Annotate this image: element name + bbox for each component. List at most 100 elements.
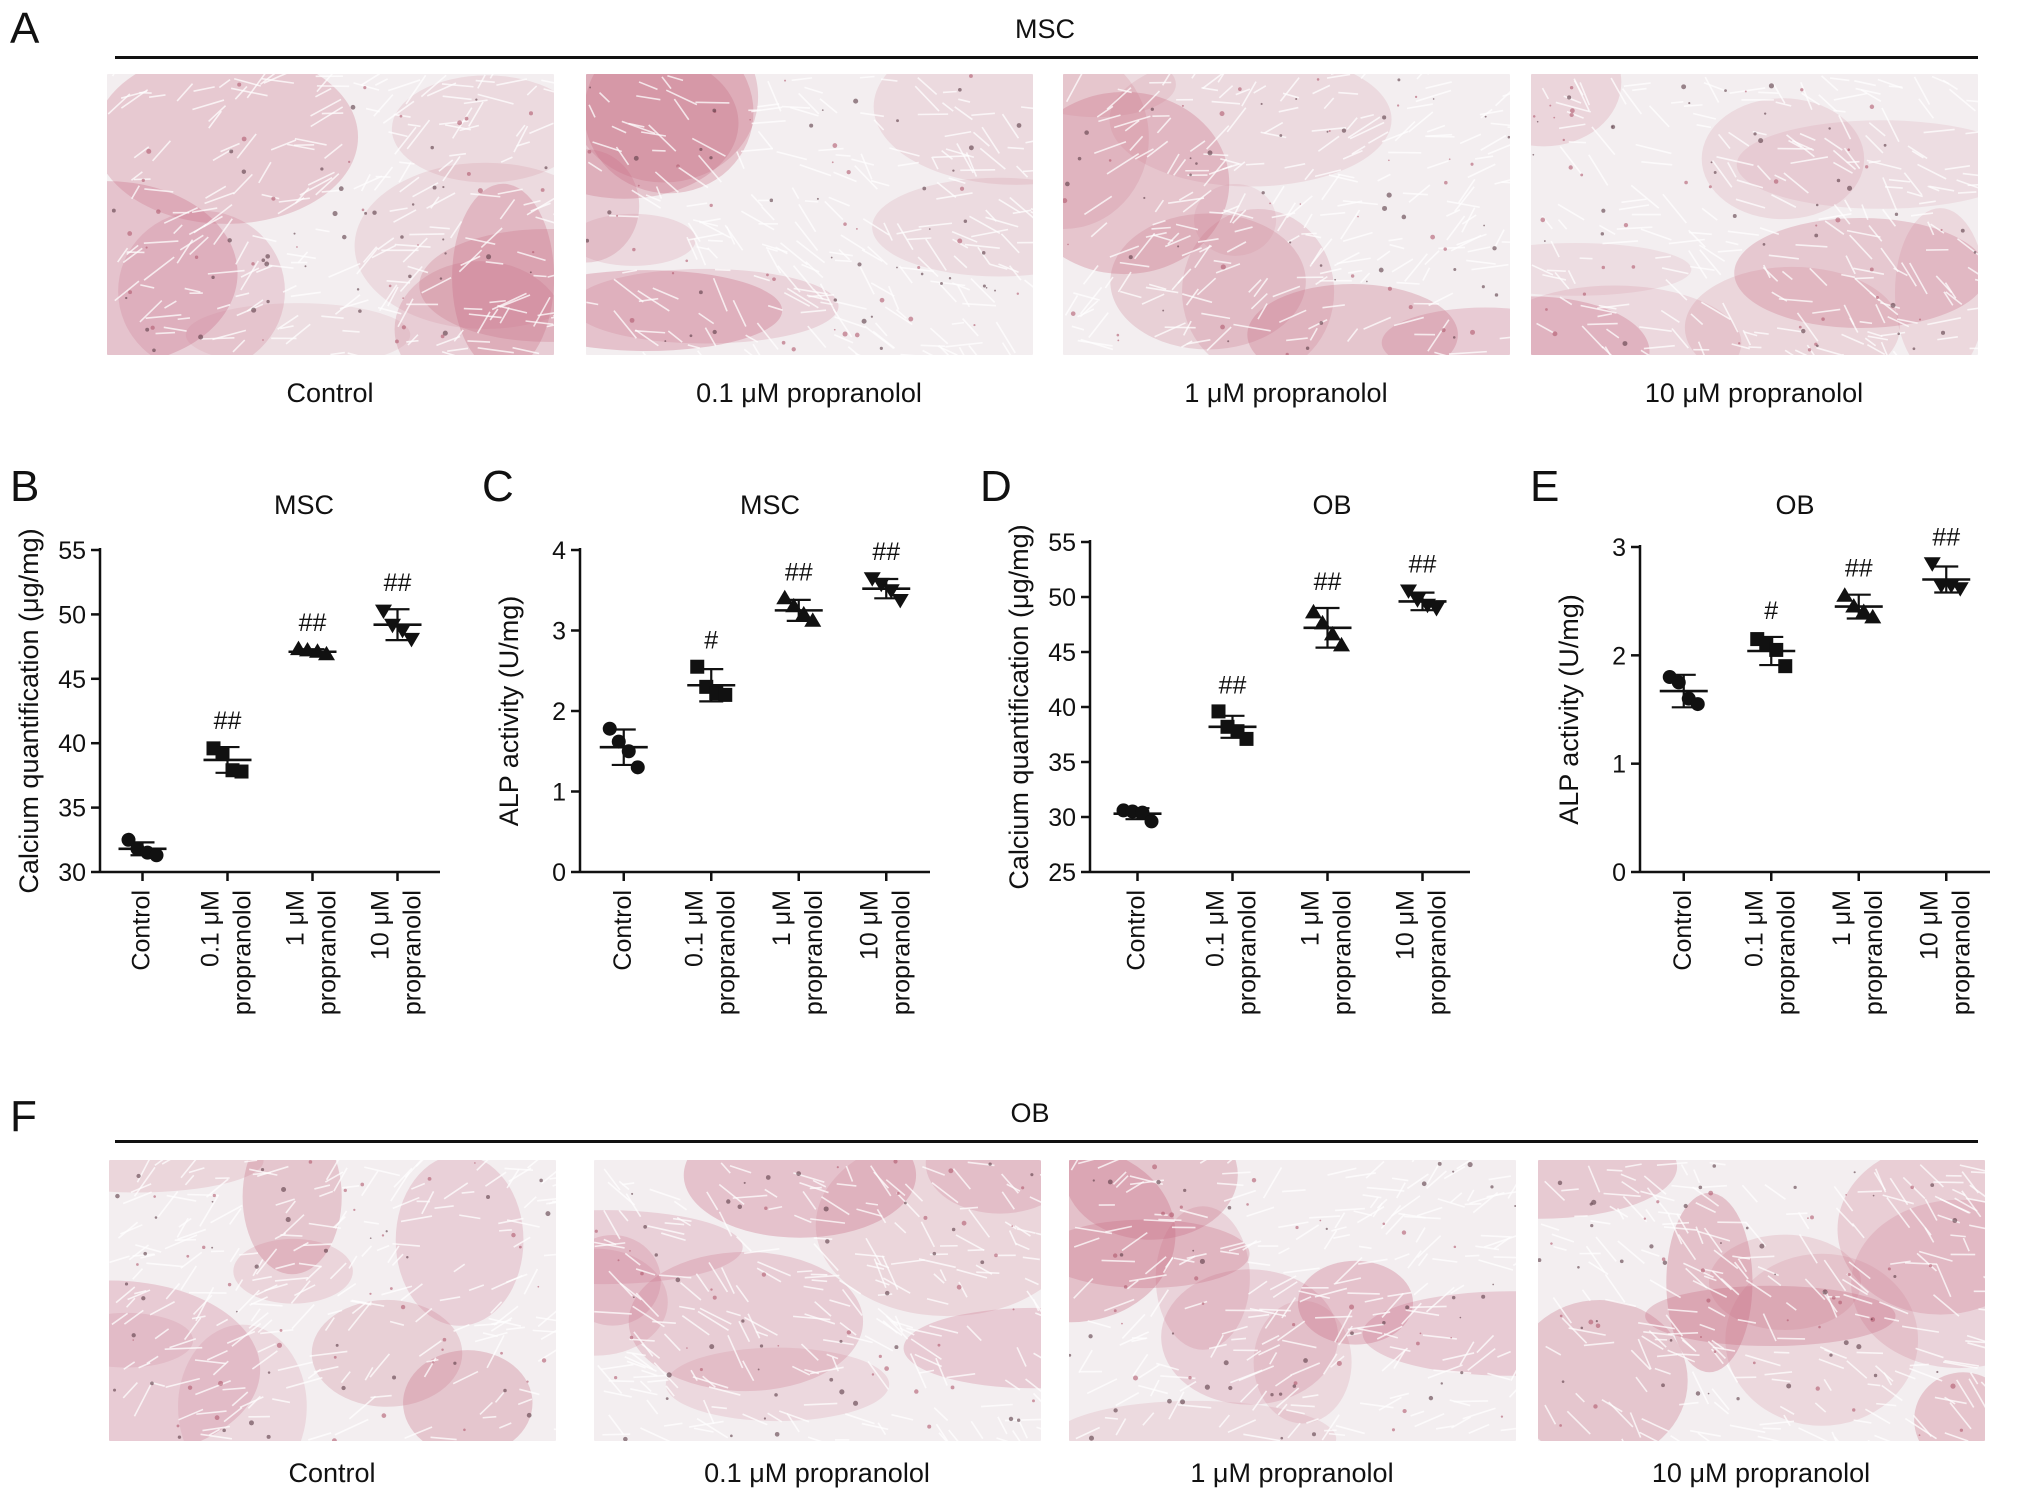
x-tick-label: propranolol — [1772, 890, 1800, 1015]
group-rule-msc — [115, 56, 1978, 59]
group-rule-ob — [115, 1140, 1978, 1143]
data-point — [1769, 642, 1784, 657]
data-group — [774, 589, 823, 627]
data-point — [1855, 603, 1873, 618]
data-group — [1659, 670, 1708, 712]
y-tick-label: 0 — [1612, 859, 1626, 887]
caption-msc-control: Control — [286, 378, 374, 408]
y-tick-label: 1 — [552, 779, 566, 807]
y-axis-label: ALP activity (U/mg) — [1554, 594, 1584, 825]
x-tick-label: propranolol — [1424, 890, 1452, 1015]
caption-ob-control: Control — [288, 1458, 376, 1488]
data-point — [299, 641, 316, 657]
data-group — [862, 572, 911, 609]
y-tick-label: 30 — [58, 859, 86, 887]
data-point — [630, 760, 645, 775]
caption-msc-0-1: 0.1 μM propranolol — [696, 378, 922, 408]
significance-label: ## — [384, 569, 412, 597]
x-tick-label: Control — [609, 890, 637, 971]
x-tick-label: propranolol — [1860, 890, 1888, 1015]
data-group — [1113, 803, 1162, 829]
x-tick-label: 0.1 μM — [1740, 890, 1768, 967]
x-tick-label: 0.1 μM — [197, 890, 225, 967]
x-tick-label: 10 μM — [1915, 890, 1943, 960]
y-tick-label: 55 — [58, 537, 86, 565]
significance-label: ## — [1314, 568, 1342, 596]
y-tick-label: 2 — [552, 698, 566, 726]
data-point — [1409, 593, 1426, 608]
data-group — [1834, 587, 1883, 624]
data-point — [1778, 659, 1793, 674]
data-point — [1951, 582, 1969, 597]
x-tick-label: 10 μM — [855, 890, 883, 960]
micrograph-msc-10 — [1531, 74, 1978, 355]
x-tick-label: propranolol — [800, 890, 828, 1015]
data-point — [891, 593, 909, 609]
panel-letter-d: D — [980, 462, 1012, 511]
data-point — [1239, 731, 1254, 746]
y-axis-label: ALP activity (U/mg) — [494, 596, 524, 827]
x-tick-label: Control — [128, 890, 156, 971]
significance-label: # — [1764, 597, 1778, 625]
data-group — [687, 659, 736, 703]
data-point — [776, 589, 794, 605]
group-label-ob: OB — [1010, 1098, 1050, 1128]
data-point — [234, 764, 249, 779]
y-tick-label: 4 — [552, 537, 566, 565]
significance-label: ## — [785, 558, 813, 586]
y-tick-label: 35 — [1048, 749, 1076, 777]
y-axis-label: Calcium quantification (μg/mg) — [1004, 524, 1034, 889]
x-tick-label: 1 μM — [282, 890, 310, 946]
significance-label: # — [704, 627, 718, 655]
data-point — [394, 623, 411, 639]
y-tick-label: 45 — [58, 666, 86, 694]
y-tick-label: 25 — [1048, 859, 1076, 887]
y-tick-label: 30 — [1048, 804, 1076, 832]
significance-label: ## — [299, 609, 327, 637]
data-point — [1671, 675, 1686, 690]
x-tick-label: propranolol — [314, 890, 342, 1015]
caption-ob-10: 10 μM propranolol — [1651, 1458, 1871, 1488]
data-point — [795, 605, 813, 621]
panel-letter-e: E — [1530, 462, 1560, 511]
significance-label: ## — [872, 538, 900, 566]
data-point — [215, 746, 230, 761]
micrograph-msc-0-1 — [586, 74, 1033, 355]
chart-title: MSC — [740, 490, 800, 520]
data-point — [1305, 603, 1322, 619]
data-point — [1144, 814, 1159, 829]
x-tick-label: 10 μM — [367, 890, 395, 960]
data-point — [121, 832, 136, 847]
data-point — [785, 597, 803, 613]
chart-title: OB — [1775, 490, 1814, 520]
x-tick-label: propranolol — [1234, 890, 1262, 1015]
y-tick-label: 1 — [1612, 751, 1626, 779]
significance-label: ## — [1409, 550, 1437, 578]
data-group — [373, 604, 422, 648]
chart-title: MSC — [274, 490, 334, 520]
y-tick-label: 45 — [1048, 639, 1076, 667]
chart-title: OB — [1312, 490, 1351, 520]
data-point — [1923, 557, 1941, 572]
data-point — [1836, 587, 1854, 602]
chart-c: MSC ALP activity (U/mg) 0 1 2 3 4 Control 0.1 μM… — [494, 490, 930, 1015]
panel-letter-f: F — [10, 1092, 37, 1141]
y-tick-label: 50 — [1048, 584, 1076, 612]
y-tick-label: 2 — [1612, 642, 1626, 670]
panel-letter-a: A — [10, 4, 40, 53]
x-tick-label: propranolol — [1329, 890, 1357, 1015]
micrograph-msc-1 — [1063, 74, 1510, 355]
data-point — [1864, 608, 1882, 624]
data-point — [718, 687, 733, 702]
micrograph-msc-control — [107, 74, 554, 355]
data-point — [863, 572, 881, 587]
data-point — [1333, 636, 1350, 652]
x-tick-label: propranolol — [1947, 890, 1975, 1015]
caption-ob-0-1: 0.1 μM propranolol — [704, 1458, 930, 1488]
panel-letter-c: C — [482, 462, 514, 511]
data-point — [1400, 584, 1417, 599]
y-tick-label: 0 — [552, 859, 566, 887]
x-tick-label: Control — [1669, 890, 1697, 971]
micrograph-ob-0-1 — [594, 1160, 1041, 1441]
